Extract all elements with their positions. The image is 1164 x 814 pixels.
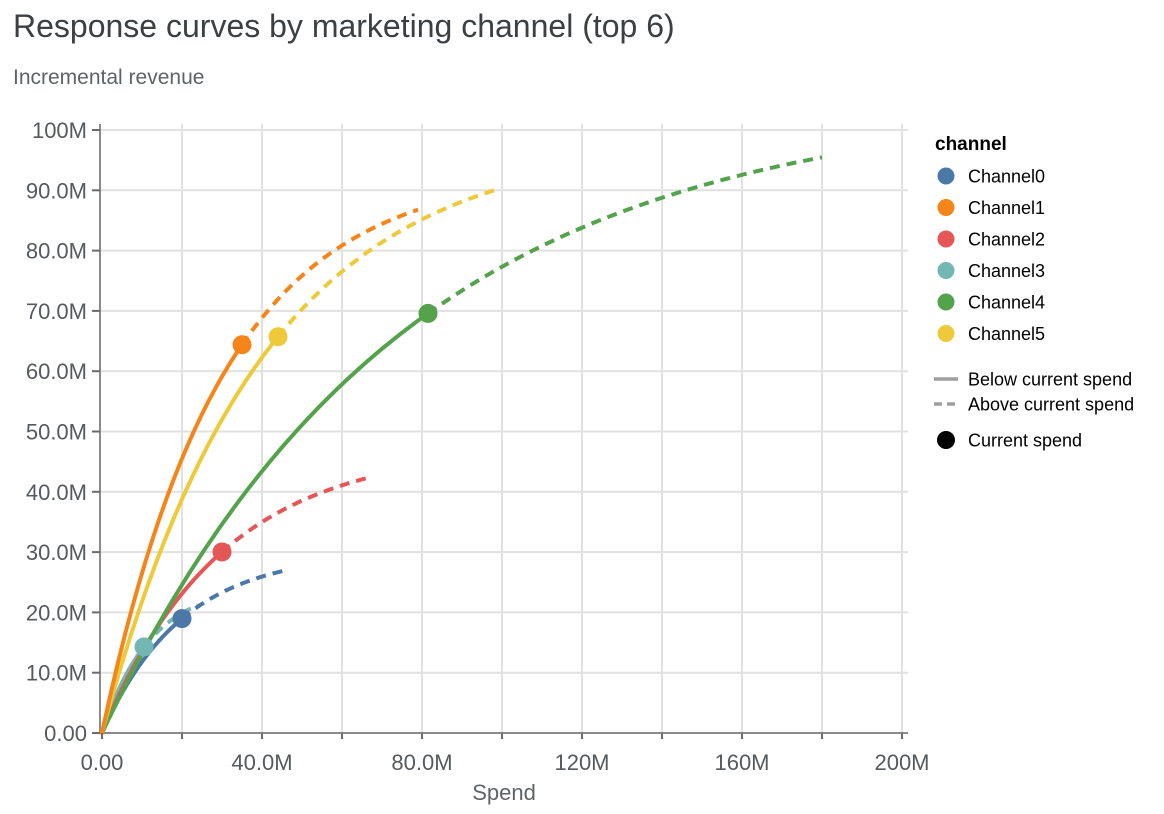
x-tick-label: 80.0M xyxy=(391,750,452,775)
tick-label-layer: 0.00 10.0M 20.0M 30.0M 40.0M 50.0M 60.0M 70.0M 8… xyxy=(26,118,930,775)
current-spend-dot-channel2[interactable] xyxy=(212,542,232,562)
current-spend-symbol xyxy=(937,431,955,449)
grid-layer xyxy=(100,124,908,733)
legend-swatch-circle xyxy=(937,325,955,342)
legend-style-item-above: Above current spend xyxy=(934,395,1134,415)
current-spend-dot-channel0[interactable] xyxy=(172,609,192,629)
legend-item-label: Channel0 xyxy=(968,167,1045,187)
legend-item-label: Channel3 xyxy=(968,261,1045,281)
legend-swatch-circle xyxy=(937,262,955,279)
legend: channel Channel0 Channel1 Channel2 Channel3 C… xyxy=(934,134,1134,451)
x-tick-label: 160M xyxy=(714,750,769,775)
legend-point-item: Current spend xyxy=(937,431,1082,451)
legend-point-label: Current spend xyxy=(968,431,1082,451)
curve-below-current-channel4 xyxy=(100,311,430,735)
curve-above-current-channel4 xyxy=(426,155,823,316)
legend-swatch-circle xyxy=(937,167,955,185)
legend-item-label: Channel5 xyxy=(968,324,1045,344)
y-tick-label: 20.0M xyxy=(26,600,87,625)
curve-above-current-channel1 xyxy=(240,207,419,346)
x-tick-label: 0.00 xyxy=(81,750,124,775)
legend-style-label: Below current spend xyxy=(968,370,1132,390)
current-spend-dot-channel3[interactable] xyxy=(134,637,154,657)
legend-item-channel1: Channel1 xyxy=(937,198,1045,218)
y-tick-label: 100M xyxy=(32,118,87,143)
curve-above-current-channel3 xyxy=(142,603,199,649)
legend-item-channel5: Channel5 xyxy=(937,324,1045,344)
legend-item-channel2: Channel2 xyxy=(937,230,1045,250)
y-tick-label: 0.00 xyxy=(44,721,87,746)
legend-item-channel0: Channel0 xyxy=(937,167,1045,187)
curve-above-current-channel2 xyxy=(220,476,367,554)
y-tick-label: 90.0M xyxy=(26,178,87,203)
curve-above-current-channel0 xyxy=(180,568,287,621)
axis-layer xyxy=(99,124,908,734)
curve-above-current-channel5 xyxy=(276,188,495,339)
y-tick-label: 70.0M xyxy=(26,299,87,324)
legend-title: channel xyxy=(935,134,1007,155)
chart-title: Response curves by marketing channel (to… xyxy=(13,8,675,44)
x-tick-label: 120M xyxy=(554,750,609,775)
current-spend-dot-channel1[interactable] xyxy=(232,335,252,355)
x-axis-title: Spend xyxy=(472,780,536,805)
curve-below-current-channel2 xyxy=(100,549,224,735)
legend-style-item-below: Below current spend xyxy=(934,370,1132,390)
x-tick-label: 40.0M xyxy=(231,750,292,775)
y-tick-label: 10.0M xyxy=(26,661,87,686)
y-tick-label: 30.0M xyxy=(26,540,87,565)
curve-below-current-channel5 xyxy=(100,334,280,735)
legend-item-label: Channel4 xyxy=(968,293,1045,313)
y-tick-label: 60.0M xyxy=(26,359,87,384)
legend-item-label: Channel2 xyxy=(968,230,1045,250)
x-tick-label: 200M xyxy=(874,750,929,775)
curve-below-current-channel1 xyxy=(100,342,244,735)
y-tick-label: 50.0M xyxy=(26,420,87,445)
legend-item-channel4: Channel4 xyxy=(937,293,1045,313)
legend-item-channel3: Channel3 xyxy=(937,261,1045,281)
y-tick-label: 80.0M xyxy=(26,239,87,264)
legend-swatch-circle xyxy=(937,199,955,216)
curve-layer xyxy=(100,155,823,735)
legend-swatch-circle xyxy=(937,293,955,311)
current-spend-dot-channel5[interactable] xyxy=(268,327,288,347)
legend-swatch-circle xyxy=(937,230,955,248)
y-tick-label: 40.0M xyxy=(26,480,87,505)
current-spend-dot-channel4[interactable] xyxy=(418,303,438,323)
chart-subtitle: Incremental revenue xyxy=(13,66,205,89)
legend-item-label: Channel1 xyxy=(968,198,1045,218)
legend-style-label: Above current spend xyxy=(968,395,1134,415)
current-spend-dots-layer xyxy=(134,303,438,657)
